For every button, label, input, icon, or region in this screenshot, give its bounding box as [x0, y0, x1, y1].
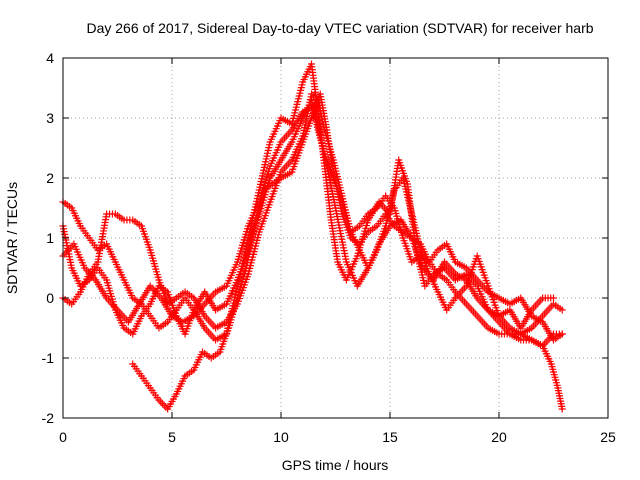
y-tick-label: 2	[46, 170, 54, 186]
data-marker	[558, 405, 566, 413]
y-tick-label: -2	[42, 410, 55, 426]
data-marker	[550, 294, 557, 302]
y-tick-label: -1	[42, 350, 55, 366]
axis-ticks: 0 5 10 15 20 25 -2 -1 0 1 2 3 4	[42, 50, 616, 445]
y-tick-label: 1	[46, 230, 54, 246]
y-tick-label: 3	[46, 110, 54, 126]
data-marker	[558, 306, 566, 314]
y-tick-label: 0	[46, 290, 54, 306]
chart-title: Day 266 of 2017, Sidereal Day-to-day VTE…	[86, 20, 593, 36]
data-markers	[59, 60, 566, 413]
data-marker	[558, 330, 566, 338]
x-tick-label: 25	[600, 429, 616, 445]
y-axis-title: SDTVAR / TECUs	[4, 182, 20, 294]
x-tick-label: 15	[382, 429, 398, 445]
x-tick-label: 5	[168, 429, 176, 445]
x-tick-label: 10	[273, 429, 289, 445]
x-tick-label: 20	[491, 429, 507, 445]
x-axis-title: GPS time / hours	[282, 457, 389, 473]
series-track-5	[59, 102, 557, 332]
x-tick-label: 0	[59, 429, 67, 445]
y-tick-label: 4	[46, 50, 54, 66]
